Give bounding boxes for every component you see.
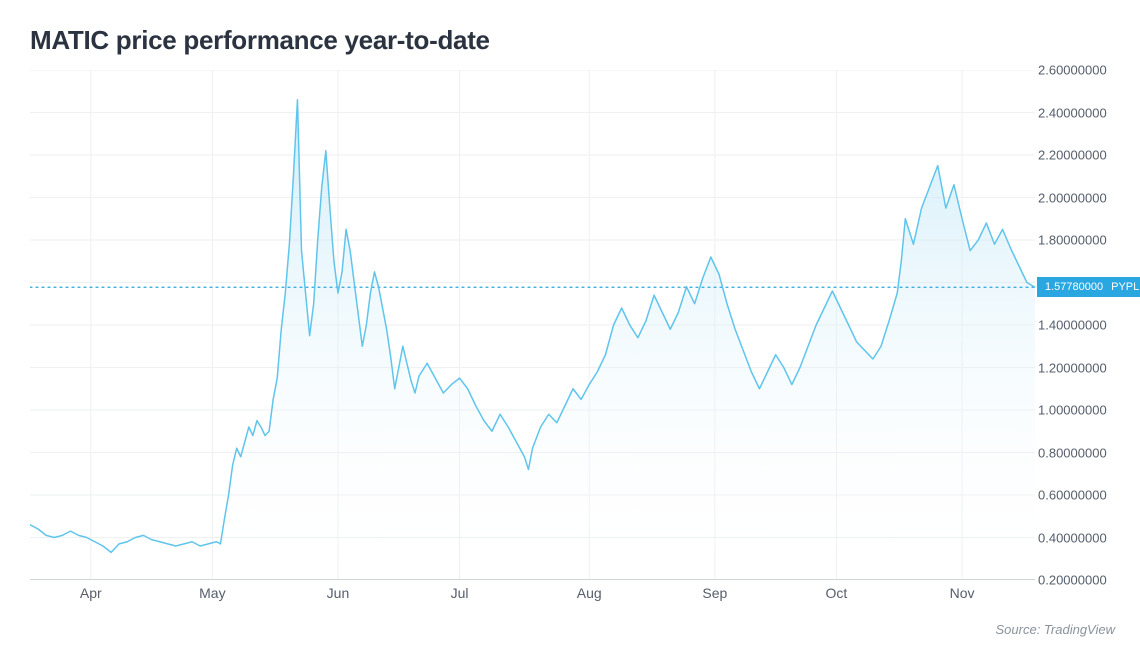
y-tick-label: 2.60000000 bbox=[1038, 63, 1107, 78]
badge-symbol: PYPL bbox=[1111, 281, 1139, 293]
source-attribution: Source: TradingView bbox=[996, 622, 1115, 637]
y-tick-label: 1.00000000 bbox=[1038, 403, 1107, 418]
current-price-badge: 1.57780000 PYPL bbox=[1037, 277, 1140, 297]
y-tick-label: 0.40000000 bbox=[1038, 530, 1107, 545]
x-tick-label: Sep bbox=[702, 585, 727, 601]
chart-title: MATIC price performance year-to-date bbox=[30, 25, 490, 56]
y-tick-label: 0.80000000 bbox=[1038, 445, 1107, 460]
y-tick-label: 1.80000000 bbox=[1038, 233, 1107, 248]
y-tick-label: 2.00000000 bbox=[1038, 190, 1107, 205]
chart-container: MATIC price performance year-to-date 0.2… bbox=[0, 0, 1140, 655]
x-tick-label: Aug bbox=[577, 585, 602, 601]
x-tick-label: May bbox=[199, 585, 225, 601]
y-tick-label: 2.40000000 bbox=[1038, 105, 1107, 120]
y-tick-label: 0.20000000 bbox=[1038, 573, 1107, 588]
y-tick-label: 1.20000000 bbox=[1038, 360, 1107, 375]
x-tick-label: Apr bbox=[80, 585, 102, 601]
plot-area bbox=[30, 70, 1035, 580]
badge-value: 1.57780000 bbox=[1045, 281, 1103, 293]
x-tick-label: Jun bbox=[327, 585, 350, 601]
x-axis: Apr May Jun Jul Aug Sep Oct Nov bbox=[30, 585, 1035, 605]
chart-svg bbox=[30, 70, 1035, 580]
y-tick-label: 2.20000000 bbox=[1038, 148, 1107, 163]
y-tick-label: 0.60000000 bbox=[1038, 488, 1107, 503]
y-tick-label: 1.40000000 bbox=[1038, 318, 1107, 333]
x-tick-label: Jul bbox=[451, 585, 469, 601]
x-tick-label: Oct bbox=[826, 585, 848, 601]
y-axis: 0.200000000.400000000.600000000.80000000… bbox=[1038, 70, 1138, 580]
x-tick-label: Nov bbox=[950, 585, 975, 601]
